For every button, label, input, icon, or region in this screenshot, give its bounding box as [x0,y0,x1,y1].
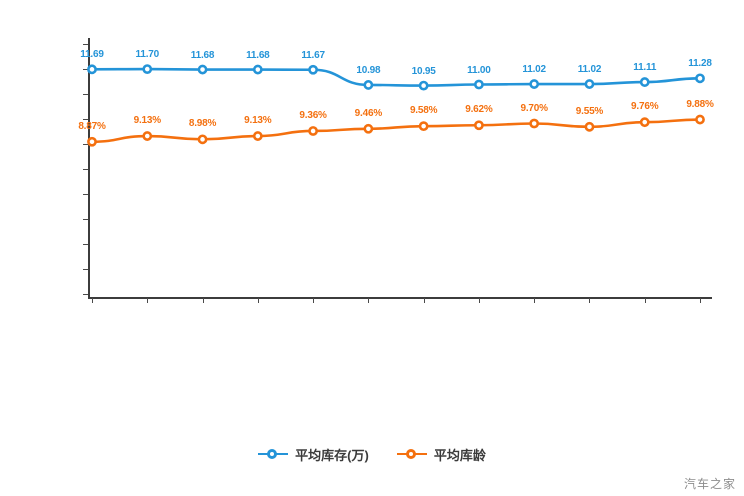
data-point[interactable] [474,79,484,90]
series-blue [87,64,705,91]
data-label: 9.62% [465,104,493,116]
data-point[interactable] [584,79,595,89]
data-point[interactable] [308,64,318,75]
data-point[interactable] [308,126,318,136]
data-point[interactable] [363,123,374,134]
data-label: 11.68 [190,49,215,61]
data-point[interactable] [197,134,208,145]
x-tick [589,298,591,303]
data-point[interactable] [363,80,374,90]
data-point[interactable] [142,64,153,74]
legend-label-0: 平均库存(万) [295,447,369,463]
y-axis [88,38,90,298]
x-tick [423,298,425,303]
data-label: 10.95 [411,65,436,77]
data-label: 10.98 [356,64,381,76]
data-point[interactable] [418,121,429,132]
data-label: 9.58% [409,105,438,117]
data-point[interactable] [639,77,650,87]
y-tick [83,44,88,45]
data-label: 8.87% [78,120,106,132]
data-point[interactable] [529,118,540,129]
data-label: 11.67 [301,49,325,61]
y-tick [83,169,88,170]
data-label: 8.98% [188,118,217,130]
data-point[interactable] [474,120,484,131]
data-point[interactable] [142,131,153,141]
y-tick [83,219,88,220]
y-tick [83,269,88,270]
y-tick [83,294,88,295]
y-tick [83,69,88,70]
data-point[interactable] [87,136,97,147]
x-tick [478,298,480,303]
x-tick [313,298,315,303]
data-label: 9.36% [299,109,327,121]
y-tick [83,244,88,245]
data-label: 11.00 [467,64,491,76]
x-tick [257,298,259,303]
data-label: 11.68 [246,49,270,61]
data-label: 11.69 [80,49,104,61]
data-label: 9.46% [354,107,383,119]
data-point[interactable] [252,131,263,141]
series-line [90,118,702,144]
legend-marker-circle-icon [258,447,289,461]
watermark: 汽车之家 [683,477,736,491]
y-tick [83,94,88,95]
data-point[interactable] [87,64,97,75]
series-layer [87,64,705,147]
data-label: 9.13% [133,115,162,127]
data-point[interactable] [584,121,595,132]
data-label: 11.11 [633,62,657,74]
x-tick [92,298,93,303]
legend-label-1: 平均库龄 [433,447,486,463]
legend-item-1[interactable]: 平均库龄 [396,445,486,464]
y-tick [83,144,88,145]
chart-legend: 平均库存(万) 平均库龄 [0,440,744,468]
x-tick [368,298,370,303]
data-label: 11.70 [135,49,160,61]
data-label: 9.88% [686,98,714,110]
data-point[interactable] [529,79,540,89]
x-tick [644,298,646,303]
data-label: 11.02 [522,64,546,76]
data-point[interactable] [639,117,650,128]
x-tick [202,298,204,303]
data-label: 9.70% [520,102,548,114]
series-orange [87,114,705,147]
data-point[interactable] [197,64,208,75]
data-point[interactable] [695,73,705,84]
legend-marker-circle-icon [396,447,427,461]
data-label: 9.76% [631,101,659,113]
x-tick [147,298,149,303]
data-label: 11.02 [577,64,602,76]
x-tick [700,298,701,303]
plot-area [83,38,712,303]
data-label: 11.28 [688,58,712,70]
legend-item-0[interactable]: 平均库存(万) [258,445,369,464]
data-label: 9.13% [244,115,272,127]
data-point[interactable] [252,64,263,75]
data-point[interactable] [695,114,705,125]
series-line [90,67,702,87]
x-axis [88,297,712,299]
y-tick [83,194,88,195]
y-tick [83,119,88,120]
data-label: 9.55% [575,105,604,117]
x-tick [534,298,536,303]
data-point[interactable] [418,80,429,91]
